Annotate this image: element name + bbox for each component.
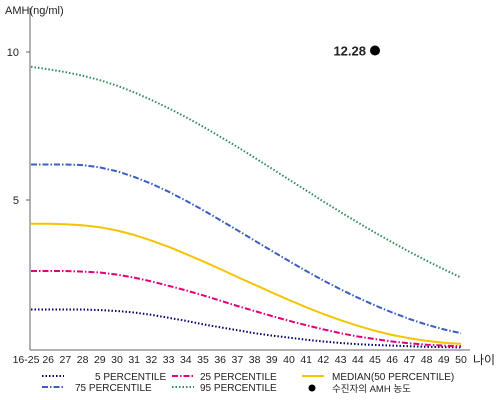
x-tick-label: 41	[300, 354, 312, 366]
x-tick-label: 49	[438, 354, 450, 366]
x-tick-label: 32	[146, 354, 158, 366]
series-median-50-percentile-	[31, 222, 462, 345]
x-tick-label: 48	[421, 354, 433, 366]
x-tick-label: 42	[318, 354, 330, 366]
x-tick-label: 33	[163, 354, 175, 366]
x-tick-label: 43	[335, 354, 347, 366]
x-axis-label: 나이	[473, 353, 495, 367]
x-tick-label: 30	[111, 354, 123, 366]
x-tick-label: 35	[197, 354, 209, 366]
marker-value-label: 12.28	[333, 44, 366, 59]
y-axis-label: AMH(ng/ml)	[5, 5, 64, 17]
series-5-percentile	[31, 308, 462, 349]
legend-label: 95 PERCENTILE	[200, 383, 277, 394]
x-tick-label: 16-25	[13, 354, 40, 366]
x-tick-label: 46	[386, 354, 398, 366]
legend-marker-dot	[308, 384, 316, 392]
x-tick-label: 45	[369, 354, 381, 366]
series-95-percentile	[30, 65, 462, 279]
patient-amh-marker	[370, 45, 380, 56]
x-tick-label: 29	[94, 354, 106, 366]
x-tick-label: 28	[77, 354, 89, 366]
legend-label: MEDIAN(50 PERCENTILE)	[332, 372, 454, 383]
x-tick-label: 38	[249, 354, 261, 366]
x-tick-label: 26	[42, 354, 54, 366]
axes-layer: AMH(ng/ml) 5 10 16-25 26 27 28 29 30 31 32 33 34 35 36…	[5, 5, 495, 367]
x-tick-label: 40	[283, 354, 295, 366]
legend-label: 수진자의 AMH 농도	[332, 384, 411, 395]
legend-label: 25 PERCENTILE	[200, 372, 277, 383]
legend-label: 75 PERCENTILE	[75, 383, 152, 394]
y-tick-label: 10	[7, 47, 19, 59]
x-tick-label: 44	[352, 354, 364, 366]
x-tick-label: 31	[128, 354, 140, 366]
x-tick-label: 47	[404, 354, 416, 366]
x-tick-label: 39	[266, 354, 278, 366]
x-tick-label: 50	[455, 354, 467, 366]
series-layer	[30, 65, 462, 349]
x-tick-label: 27	[60, 354, 72, 366]
x-tick-label: 36	[214, 354, 226, 366]
series-25-percentile	[31, 270, 462, 348]
x-tick-label: 37	[232, 354, 244, 366]
legend-label: 5 PERCENTILE	[95, 372, 166, 383]
y-tick-label: 5	[13, 195, 19, 207]
series-75-percentile	[31, 163, 462, 335]
marker-layer: 12.28	[333, 44, 380, 59]
x-tick-label: 34	[180, 354, 192, 366]
legend: 5 PERCENTILE 25 PERCENTILE MEDIAN(50 PERCE…	[42, 372, 454, 395]
